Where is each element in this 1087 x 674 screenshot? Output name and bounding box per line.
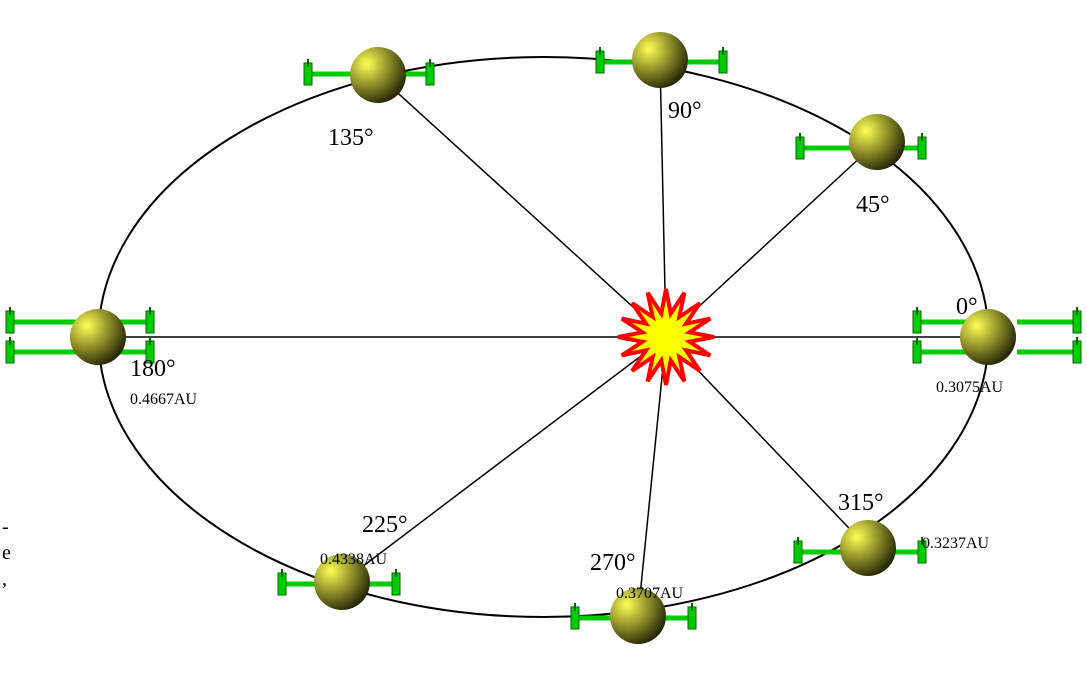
solar-sail bbox=[402, 59, 434, 85]
angle-label-p135: 135° bbox=[328, 125, 374, 151]
distance-label-p0: 0.3075AU bbox=[936, 379, 1004, 396]
planet-p180 bbox=[70, 309, 126, 365]
angle-label-p0: 0° bbox=[956, 294, 978, 320]
orbital-diagram: 0° 0.3075AU 45° 90° 135° 180° 0.4667AU 225° 0.43… bbox=[0, 0, 1087, 674]
distance-label-p180: 0.4667AU bbox=[130, 391, 198, 408]
angle-label-p315: 315° bbox=[838, 490, 884, 516]
solar-sail bbox=[368, 569, 400, 595]
solar-sail bbox=[664, 603, 696, 629]
radial-line-p135 bbox=[378, 75, 666, 337]
solar-sail bbox=[688, 47, 727, 73]
distance-label-p270: 0.3707AU bbox=[616, 585, 684, 602]
planet-p45 bbox=[849, 114, 905, 170]
edge-fragment-t2: e bbox=[2, 542, 11, 564]
distance-label-p315: 0.3237AU bbox=[922, 535, 990, 552]
solar-sail bbox=[120, 307, 154, 333]
planet-p135 bbox=[350, 47, 406, 103]
solar-sail bbox=[902, 133, 926, 159]
angle-label-p45: 45° bbox=[856, 192, 890, 218]
radial-line-p225 bbox=[342, 337, 666, 582]
radial-line-p270 bbox=[638, 337, 666, 616]
angle-label-p270: 270° bbox=[590, 550, 636, 576]
planet-p315 bbox=[840, 520, 896, 576]
solar-sail bbox=[1017, 307, 1081, 333]
angle-label-p180: 180° bbox=[130, 356, 176, 382]
distance-label-p225: 0.4338AU bbox=[320, 551, 388, 568]
edge-fragment-t1: - bbox=[2, 516, 9, 538]
edge-fragment-t3: , bbox=[2, 568, 7, 590]
angle-label-p90: 90° bbox=[668, 98, 702, 124]
planet-p90 bbox=[632, 32, 688, 88]
solar-sail bbox=[892, 537, 926, 563]
angle-label-p225: 225° bbox=[362, 512, 408, 538]
solar-sail bbox=[1017, 337, 1081, 363]
sun-icon bbox=[618, 289, 714, 385]
